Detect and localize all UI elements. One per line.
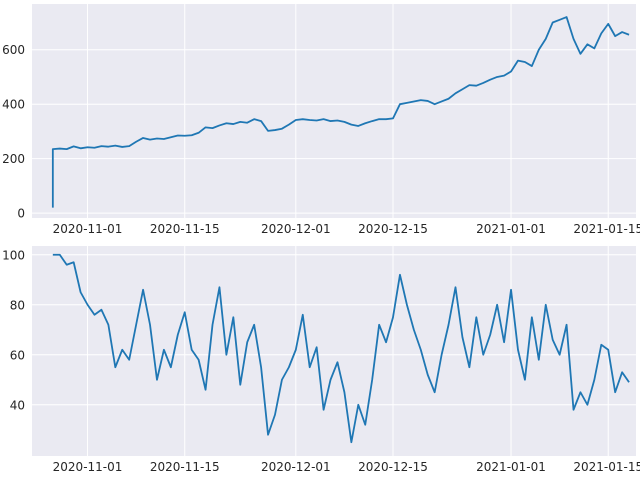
top-axes: 0 200 400 600 2020-11-01 2020-11-15 2020-12-0…: [2, 4, 640, 236]
x-tick-label: 2020-12-01: [261, 222, 331, 236]
x-tick-label: 2020-12-15: [358, 460, 428, 474]
x-tick-label: 2021-01-01: [476, 460, 546, 474]
x-tick-label: 2020-11-01: [53, 222, 123, 236]
x-tick-label: 2021-01-15: [573, 222, 640, 236]
top-series-line: [51, 16, 630, 208]
bottom-x-tick-labels: 2020-11-01 2020-11-15 2020-12-01 2020-12-15…: [53, 460, 640, 474]
x-tick-label: 2020-11-15: [150, 222, 220, 236]
y-tick-label: 80: [10, 298, 25, 312]
y-tick-label: 200: [2, 152, 25, 166]
top-plot-area: [32, 4, 636, 218]
bottom-series-line: [52, 253, 630, 444]
bottom-plot-area: [32, 246, 636, 456]
bottom-axes: 40 60 80 100 2020-11-01 2020-11-15 2020-12-01…: [2, 246, 640, 474]
x-tick-label: 2020-12-01: [261, 460, 331, 474]
y-tick-label: 100: [2, 248, 25, 262]
y-tick-label: 400: [2, 98, 25, 112]
top-y-tick-labels: 0 200 400 600: [2, 43, 25, 220]
y-tick-label: 60: [10, 348, 25, 362]
x-tick-label: 2021-01-15: [573, 460, 640, 474]
top-x-tick-labels: 2020-11-01 2020-11-15 2020-12-01 2020-12-15…: [53, 222, 640, 236]
x-tick-label: 2021-01-01: [476, 222, 546, 236]
bottom-y-tick-labels: 40 60 80 100: [2, 248, 25, 412]
x-tick-label: 2020-11-15: [150, 460, 220, 474]
y-tick-label: 0: [17, 207, 25, 221]
y-tick-label: 600: [2, 43, 25, 57]
x-tick-label: 2020-12-15: [358, 222, 428, 236]
x-tick-label: 2020-11-01: [53, 460, 123, 474]
y-tick-label: 40: [10, 398, 25, 412]
top-gridlines: [32, 4, 636, 218]
